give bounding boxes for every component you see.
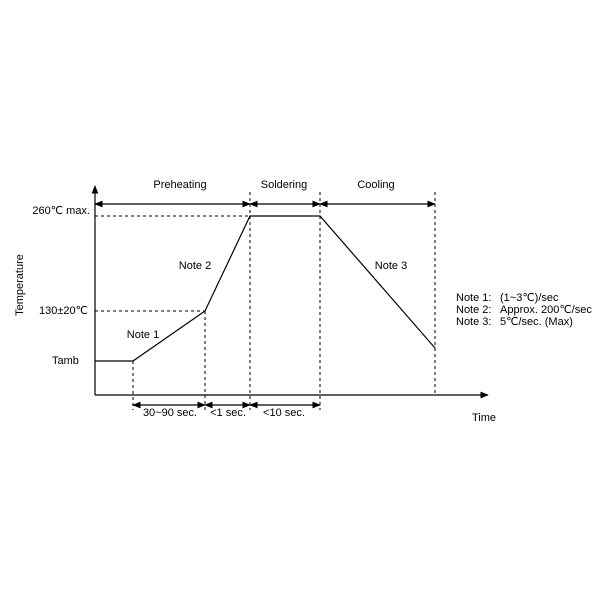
note-label: Note 2: — [456, 304, 491, 316]
phase-label: Preheating — [153, 179, 206, 191]
note-text: 5℃/sec. (Max) — [500, 316, 573, 328]
note-label: Note 1: — [456, 292, 491, 304]
curve-note: Note 1 — [127, 329, 159, 341]
curve-note: Note 2 — [179, 260, 211, 272]
y-axis-label: Temperature — [14, 254, 26, 316]
duration-label: <10 sec. — [263, 407, 305, 419]
curve-note: Note 3 — [375, 260, 407, 272]
phase-label: Cooling — [357, 179, 394, 191]
note-text: (1~3℃)/sec — [500, 292, 559, 304]
x-axis-label: Time — [472, 412, 496, 424]
guide-lines — [95, 192, 436, 410]
level-label: 260℃ max. — [32, 205, 90, 217]
axes — [91, 185, 489, 399]
note-text: Approx. 200℃/sec — [500, 304, 592, 316]
duration-label: 30~90 sec. — [143, 407, 197, 419]
note-label: Note 3: — [456, 316, 491, 328]
level-label: 130±20℃ — [39, 305, 88, 317]
temperature-profile — [95, 215, 436, 362]
level-label: Tamb — [52, 355, 79, 367]
phase-label: Soldering — [261, 179, 307, 191]
duration-label: <1 sec. — [210, 407, 246, 419]
